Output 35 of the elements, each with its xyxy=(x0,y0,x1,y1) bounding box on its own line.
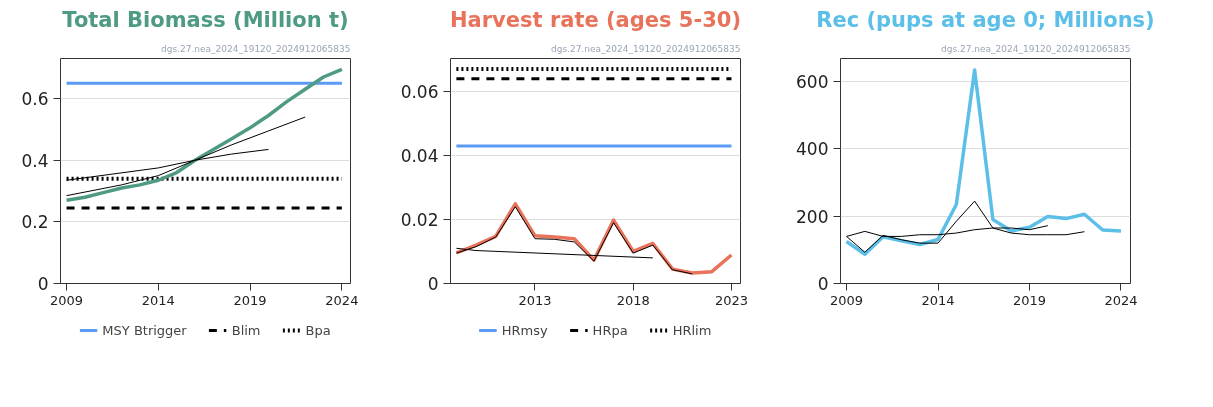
x-tick-label: 2009 xyxy=(50,292,84,308)
text: dgs.27.nea_2024_19120_2024912065835 xyxy=(550,43,741,54)
y-tick-label: 0 xyxy=(427,274,439,294)
y-tick-label: 0.06 xyxy=(400,81,439,102)
legend-label: Blim xyxy=(231,322,261,338)
legend-label: HRlim xyxy=(672,322,712,338)
legend-label: Bpa xyxy=(305,322,331,338)
x-tick-label: 2009 xyxy=(830,292,864,308)
y-tick-label: 0.2 xyxy=(21,212,49,233)
legend-label: HRmsy xyxy=(501,322,548,338)
x-tick-label: 2014 xyxy=(921,292,955,308)
y-tick-label: 0.04 xyxy=(400,145,439,166)
y-tick-label: 400 xyxy=(796,139,829,160)
x-tick-label: 2024 xyxy=(325,292,359,308)
y-tick-label: 0.02 xyxy=(400,209,439,230)
x-tick-label: 2024 xyxy=(1104,292,1138,308)
x-tick-label: 2019 xyxy=(1012,292,1047,308)
y-tick-label: 600 xyxy=(796,72,829,93)
y-tick-label: 0.4 xyxy=(21,150,49,171)
y-tick-label: 0.6 xyxy=(21,89,49,110)
x-tick-label: 2023 xyxy=(714,292,749,308)
y-tick-label: 200 xyxy=(796,206,829,227)
chart-title: Harvest rate (ages 5-30) xyxy=(450,7,742,32)
y-tick-label: 0 xyxy=(817,274,829,294)
legend-label: HRpa xyxy=(592,322,628,338)
chart-title: Total Biomass (Million t) xyxy=(62,7,349,32)
x-tick-label: 2014 xyxy=(141,292,175,308)
x-tick-label: 2018 xyxy=(616,292,650,308)
chart-title: Rec (pups at age 0; Millions) xyxy=(816,7,1155,32)
x-tick-label: 2013 xyxy=(518,292,552,308)
y-tick-label: 0 xyxy=(37,274,49,294)
text: dgs.27.nea_2024_19120_2024912065835 xyxy=(940,43,1131,54)
x-tick-label: 2019 xyxy=(233,292,267,308)
text: dgs.27.nea_2024_19120_2024912065835 xyxy=(160,43,351,54)
legend-label: MSY Btrigger xyxy=(102,322,187,338)
